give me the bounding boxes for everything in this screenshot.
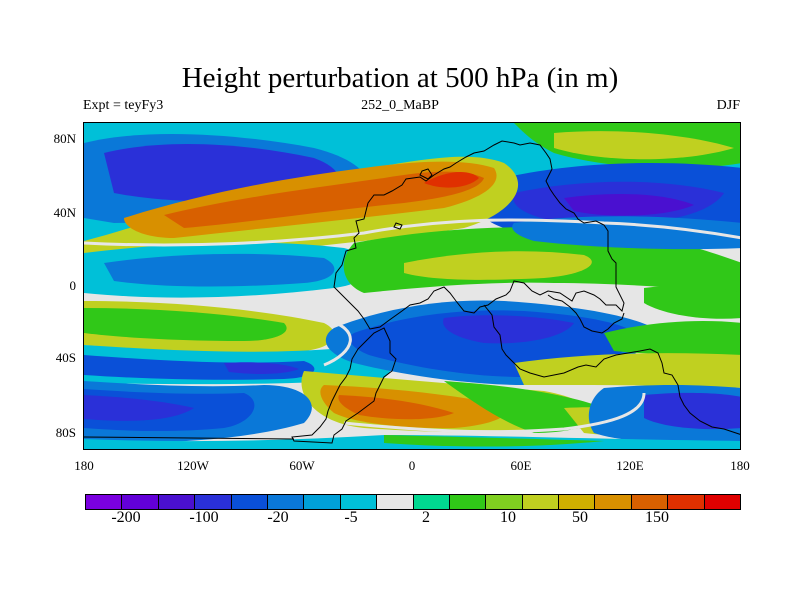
ytick-label: 0	[69, 278, 77, 293]
contour-south-edge-green	[384, 435, 604, 447]
contour-eq-yellow	[404, 251, 592, 280]
contour-sh-darkblue-band	[224, 362, 299, 374]
contour-sa-darkblue	[443, 315, 574, 344]
contour-shh-green	[444, 381, 604, 433]
xtick-label: 120W	[177, 458, 209, 473]
colorbar-swatch	[631, 495, 669, 509]
chart-title: Height perturbation at 500 hPa (in m)	[181, 62, 619, 94]
period-label: 252_0_MaBP	[361, 98, 439, 113]
contour-se-darkblue	[644, 392, 740, 430]
contour-io-green	[604, 321, 740, 358]
colorbar-swatch	[231, 495, 268, 509]
colorbar-swatch	[413, 495, 450, 509]
colorbar-label: 10	[500, 509, 516, 526]
colorbar-swatch	[449, 495, 487, 509]
contour-sp-darkblue	[84, 395, 194, 421]
xtick-label: 180	[74, 458, 94, 473]
contour-nh-yellow-east	[554, 131, 734, 160]
contour-map	[84, 123, 740, 449]
contour-ridge-orange	[164, 171, 484, 228]
xtick-label: 60E	[510, 458, 532, 473]
colorbar-swatch	[522, 495, 560, 509]
colorbar-swatch	[377, 495, 414, 509]
contour-sh-green-west	[84, 308, 287, 341]
xtick-label: 0	[408, 458, 416, 473]
coastline-inner-sea	[547, 294, 625, 334]
contour-shh-orange	[338, 395, 454, 420]
map-plot	[83, 122, 741, 450]
colorbar-swatch	[122, 495, 159, 509]
contour-ridge-red	[424, 171, 479, 188]
coastlines	[84, 140, 740, 444]
xtick-label: 180	[730, 458, 750, 473]
ytick-label: 80N	[53, 131, 76, 146]
xtick-label: 120E	[616, 458, 644, 473]
colorbar-label: 150	[645, 509, 669, 526]
contour-zero-line-3	[343, 392, 646, 434]
ytick-label: 40N	[53, 205, 76, 220]
experiment-label: Expt = teyFy3	[83, 98, 164, 113]
contour-eurasia-violet	[564, 193, 694, 216]
contour-io-yellow	[514, 353, 740, 388]
colorbar-label: -5	[344, 509, 358, 526]
coastline-gondwana	[291, 327, 397, 444]
contour-eq-green-far	[644, 285, 740, 319]
colorbar-swatch	[704, 495, 741, 509]
colorbar-swatch	[486, 495, 523, 509]
colorbar-swatch	[668, 495, 705, 509]
colorbar-label: 50	[572, 509, 588, 526]
contour-eq-blue-east	[512, 216, 740, 250]
colorbar-swatch	[595, 495, 632, 509]
colorbar-swatch	[267, 495, 305, 509]
season-label: DJF	[716, 98, 740, 113]
contour-zero-line	[84, 218, 740, 247]
colorbar	[85, 494, 741, 510]
coastline-island-b	[393, 222, 403, 230]
xtick-label: 60W	[289, 458, 315, 473]
colorbar-swatch	[195, 495, 232, 509]
colorbar-swatch	[86, 495, 123, 509]
colorbar-swatch	[559, 495, 596, 509]
colorbar-label: -20	[267, 509, 289, 526]
colorbar-label: -200	[111, 509, 141, 526]
colorbar-swatch	[158, 495, 196, 509]
ytick-label: 80S	[55, 425, 76, 440]
ytick-label: 40S	[55, 350, 76, 365]
coastline-island-a	[419, 168, 433, 180]
contour-zero-line-2	[84, 296, 352, 367]
colorbar-swatch	[340, 495, 378, 509]
contour-eq-lightblue	[104, 253, 335, 287]
colorbar-label: -100	[189, 509, 219, 526]
colorbar-label: 2	[422, 509, 430, 526]
coastline-gondwana-east	[483, 304, 740, 435]
colorbar-swatch	[304, 495, 341, 509]
coastline-south-edge	[84, 436, 295, 440]
